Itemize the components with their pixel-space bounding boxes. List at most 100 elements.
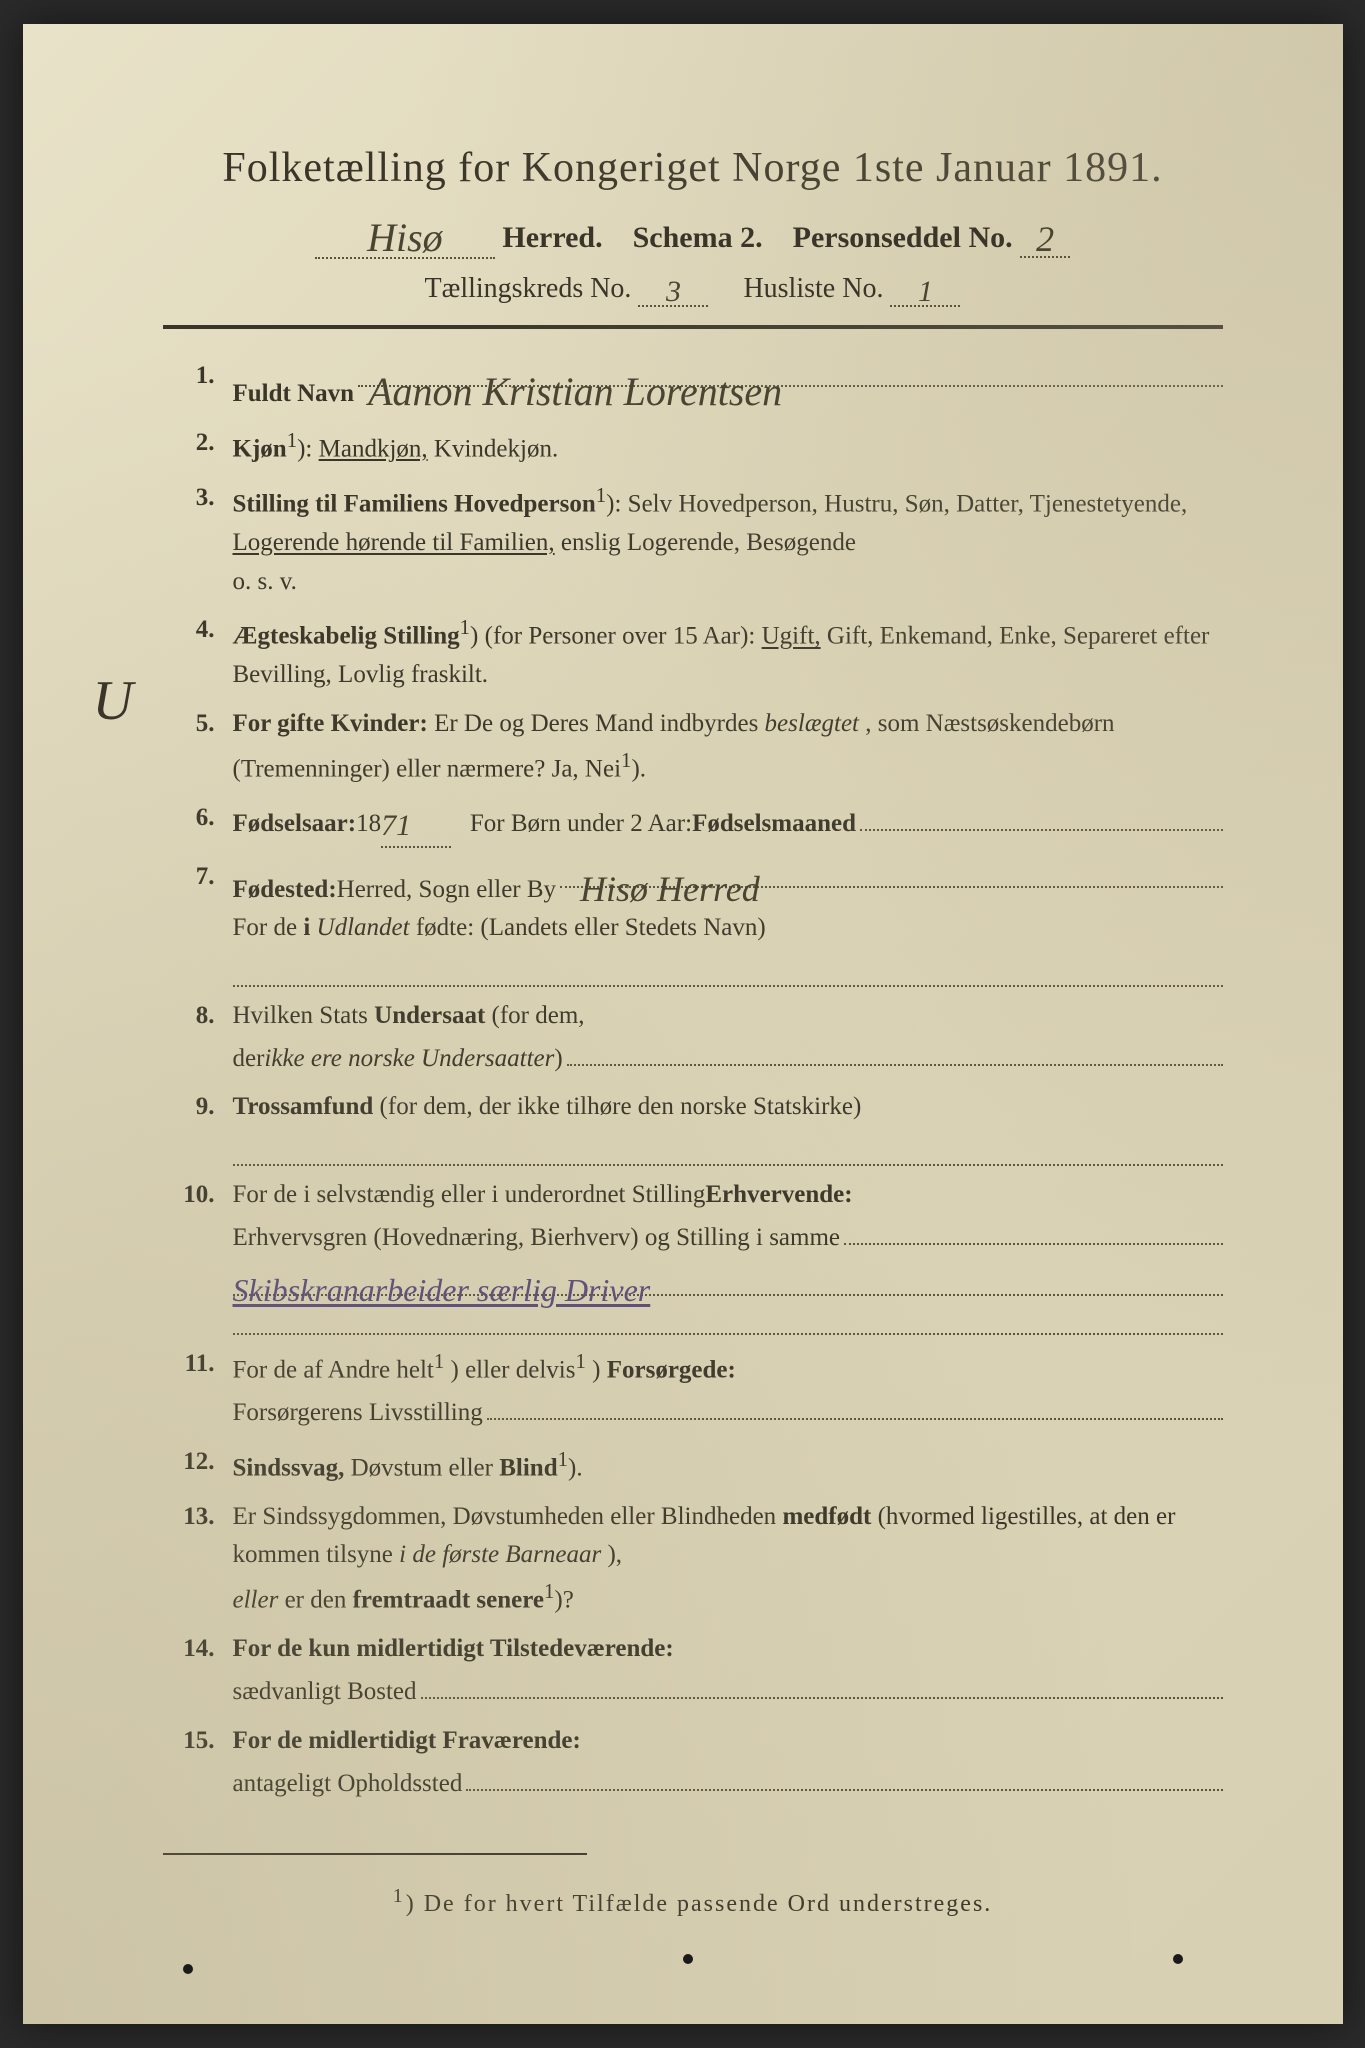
sup: 1	[287, 428, 297, 452]
item-num: 12.	[163, 1443, 233, 1488]
text: (for dem,	[492, 1002, 585, 1029]
trossamfund-bold: Trossamfund	[233, 1093, 374, 1120]
item-13: 13. Er Sindssygdommen, Døvstumheden elle…	[163, 1498, 1223, 1621]
item-num: 1.	[163, 357, 233, 414]
sup: 1	[575, 1349, 585, 1373]
gifte-label: For gifte Kvinder:	[233, 710, 428, 737]
item-1: 1. Fuldt Navn Aanon Kristian Lorentsen	[163, 357, 1223, 414]
blind-bold: Blind	[499, 1454, 557, 1481]
text: )	[592, 1356, 607, 1383]
text: For Børn under 2 Aar:	[470, 805, 692, 844]
item-7: 7. Fødested: Herred, Sogn eller By Hisø …	[163, 858, 1223, 987]
text: )	[554, 1040, 562, 1079]
item-3: 3. Stilling til Familiens Hovedperson1):…	[163, 479, 1223, 602]
item-num: 15.	[163, 1722, 233, 1804]
footnote-sup: 1	[393, 1885, 406, 1907]
item-num: 4.	[163, 611, 233, 695]
sup: 1	[544, 1579, 554, 1603]
fuldt-navn-label: Fuldt Navn	[233, 375, 355, 414]
item-num: 3.	[163, 479, 233, 602]
text: For de	[233, 914, 304, 941]
item-num: 13.	[163, 1498, 233, 1621]
text: ): Selv Hovedperson, Hustru, Søn, Datter…	[606, 490, 1187, 517]
fodselsmaaned-label: Fødselsmaaned	[692, 805, 856, 844]
text: sædvanligt Bosted	[233, 1673, 417, 1712]
text: der	[233, 1040, 265, 1079]
text: For de i selvstændig eller i underordnet…	[233, 1176, 706, 1215]
text: Er Sindssygdommen, Døvstumheden eller Bl…	[233, 1503, 783, 1530]
item-num: 7.	[163, 858, 233, 987]
form-items: 1. Fuldt Navn Aanon Kristian Lorentsen 2…	[163, 357, 1223, 1803]
item-9: 9. Trossamfund (for dem, der ikke tilhør…	[163, 1088, 1223, 1166]
stilling-label: Stilling til Familiens Hovedperson	[233, 490, 596, 517]
text: Erhvervsgren (Hovednæring, Bierhverv) og…	[233, 1219, 841, 1258]
item-15: 15. For de midlertidigt Fraværende: anta…	[163, 1722, 1223, 1804]
text: ).	[568, 1454, 583, 1481]
item-num: 14.	[163, 1630, 233, 1712]
text: ) eller delvis	[451, 1356, 576, 1383]
text: Forsørgerens Livsstilling	[233, 1394, 483, 1433]
text: (for dem, der ikke tilhøre den norske St…	[380, 1093, 862, 1120]
text: Er De og Deres Mand indbyrdes	[434, 710, 764, 737]
item-8: 8. Hvilken Stats Undersaat (for dem, der…	[163, 997, 1223, 1079]
sup: 1	[621, 748, 631, 772]
item-num: 9.	[163, 1088, 233, 1166]
kjon-label: Kjøn	[233, 435, 287, 462]
footnote: 1) De for hvert Tilfælde passende Ord un…	[163, 1885, 1223, 1918]
eller-ital: eller	[233, 1587, 279, 1614]
item-num: 10.	[163, 1176, 233, 1335]
text: Hvilken Stats	[233, 1002, 375, 1029]
footnote-text: ) De for hvert Tilfælde passende Ord und…	[406, 1891, 993, 1917]
text: antageligt Opholdssted	[233, 1765, 463, 1804]
text: ) (for Personer over 15 Aar):	[470, 623, 762, 650]
item-num: 2.	[163, 424, 233, 469]
forsorgede-bold: Forsørgede:	[607, 1356, 736, 1383]
barneaar-ital: i de første Barneaar	[399, 1541, 601, 1568]
medfodt-bold: medfødt	[782, 1503, 871, 1530]
sup: 1	[558, 1447, 568, 1471]
text: )?	[554, 1587, 573, 1614]
hole-mark	[683, 1954, 693, 1964]
text: ):	[297, 435, 319, 462]
kvindekjon: Kvindekjøn.	[434, 435, 558, 462]
tilstedevaerende-label: For de kun midlertidigt Tilstedeværende:	[233, 1630, 1223, 1669]
udlandet: Udlandet	[317, 914, 416, 941]
hole-mark	[183, 1964, 193, 1974]
ital: ikke ere norske Undersaatter	[264, 1040, 554, 1079]
item-4: 4. Ægteskabelig Stilling1) (for Personer…	[163, 611, 1223, 695]
main-title: Folketælling for Kongeriget Norge 1ste J…	[163, 144, 1223, 192]
item-12: 12. Sindssvag, Døvstum eller Blind1).	[163, 1443, 1223, 1488]
fravaerende-label: For de midlertidigt Fraværende:	[233, 1722, 1223, 1761]
sup: 1	[434, 1349, 444, 1373]
item-num: 5.	[163, 705, 233, 789]
logerende-under: Logerende hørende til Familien,	[233, 529, 555, 556]
text: enslig Logerende, Besøgende	[561, 529, 856, 556]
aegte-label: Ægteskabelig Stilling	[233, 623, 460, 650]
personseddel-label: Personseddel No.	[793, 221, 1013, 254]
item-6: 6. Fødselsaar: 18 71 For Børn under 2 Aa…	[163, 799, 1223, 848]
ugift-under: Ugift,	[762, 623, 821, 650]
birthplace-hand: Hisø Herred	[580, 869, 760, 909]
fremtraadt-bold: fremtraadt senere	[353, 1587, 544, 1614]
item-2: 2. Kjøn1): Mandkjøn, Kvindekjøn.	[163, 424, 1223, 469]
text: Herred, Sogn eller By	[337, 871, 556, 910]
fodselsaar-label: Fødselsaar:	[233, 805, 357, 844]
hole-mark	[1173, 1954, 1183, 1964]
divider-top	[163, 325, 1223, 329]
item-14: 14. For de kun midlertidigt Tilstedevære…	[163, 1630, 1223, 1712]
text-bold: i	[303, 914, 310, 941]
prefix18: 18	[356, 805, 381, 844]
schema-label: Schema 2.	[633, 221, 763, 254]
undersaat-bold: Undersaat	[374, 1002, 485, 1029]
full-name-hand: Aanon Kristian Lorentsen	[368, 369, 782, 414]
husliste-label: Husliste No.	[743, 273, 883, 304]
item-num: 6.	[163, 799, 233, 848]
text: er den	[285, 1587, 353, 1614]
item-10: 10. For de i selvstændig eller i underor…	[163, 1176, 1223, 1335]
document-page: U Folketælling for Kongeriget Norge 1ste…	[23, 24, 1343, 2024]
erhvervende-bold: Erhvervende:	[705, 1176, 852, 1215]
header-line-2: Hisø Herred. Schema 2. Personseddel No. …	[163, 210, 1223, 259]
herred-handwritten: Hisø	[367, 215, 443, 260]
husliste-no: 1	[918, 275, 933, 308]
sup: 1	[460, 615, 470, 639]
